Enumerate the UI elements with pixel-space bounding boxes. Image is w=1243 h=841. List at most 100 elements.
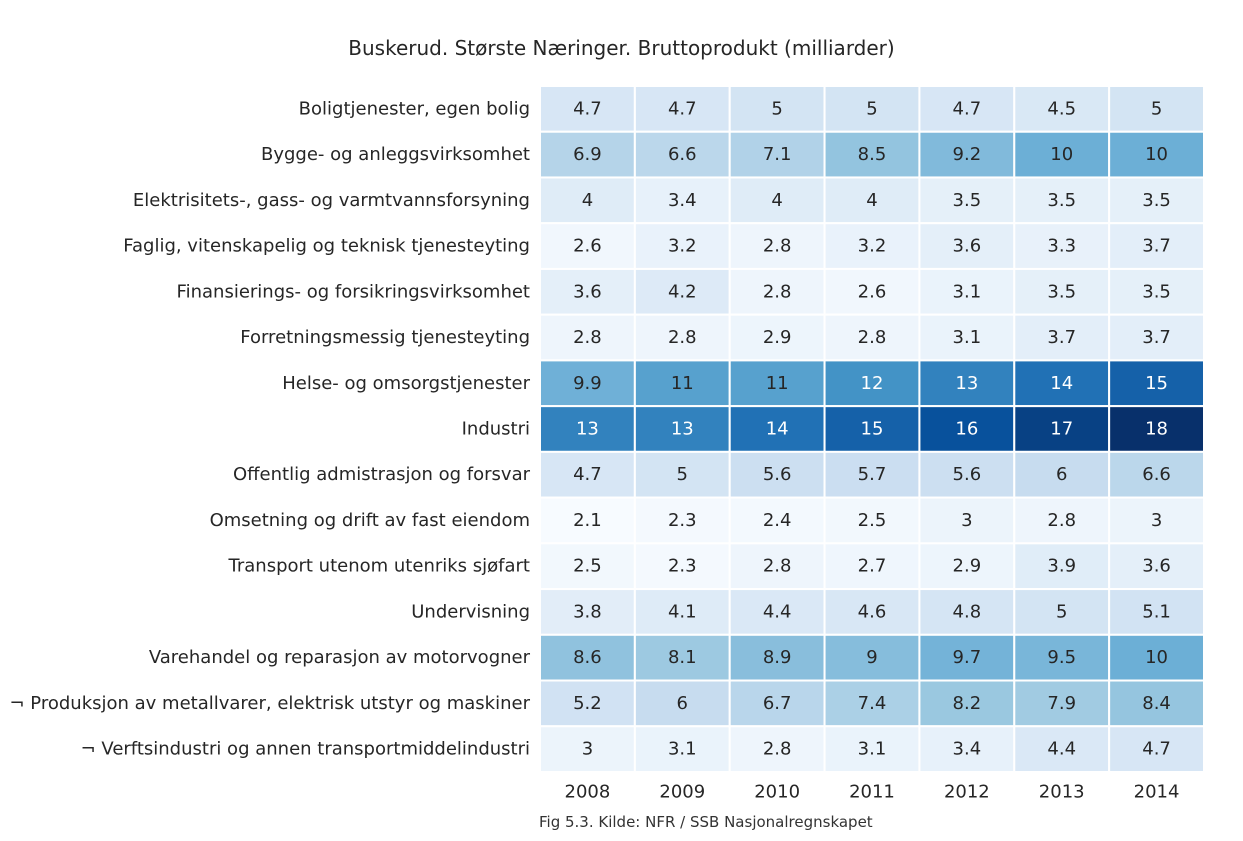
heatmap-cell [1013, 313, 1111, 362]
heatmap-cell [539, 496, 636, 545]
heatmap-cell [1108, 359, 1205, 408]
row-label: Bygge- og anleggsvirksomhet [261, 144, 530, 165]
cell-value-label: 4 [771, 190, 782, 211]
cell-value-label: 10 [1050, 144, 1073, 165]
heatmap-cell [728, 176, 826, 225]
heatmap-cell [1108, 496, 1205, 545]
heatmap-cell [539, 633, 636, 682]
row-label: Omsetning og drift av fast eiendom [210, 510, 530, 531]
heatmap-cell [633, 176, 731, 225]
heatmap-cell [823, 313, 921, 362]
row-label: Transport utenom utenriks sjøfart [228, 556, 531, 577]
heatmap-cell [633, 85, 731, 133]
cell-value-label: 5 [1056, 601, 1067, 622]
cell-value-label: 9.2 [953, 144, 982, 165]
cell-value-label: 2.6 [573, 236, 602, 257]
heatmap-cell [1013, 725, 1111, 773]
cell-value-label: 6.7 [763, 693, 792, 714]
heatmap-cell [539, 725, 636, 773]
cell-value-label: 9.5 [1047, 647, 1076, 668]
heatmap-cell [1108, 222, 1205, 270]
cell-value-label: 14 [1050, 373, 1073, 394]
row-label: Boligtjenester, egen bolig [299, 98, 530, 119]
heatmap-cell [1013, 405, 1111, 453]
row-label: Industri [462, 418, 530, 439]
cell-value-label: 5 [771, 98, 782, 119]
heatmap-cell [1013, 542, 1111, 591]
cell-value-label: 5.7 [858, 464, 887, 485]
cell-value-label: 3.1 [953, 327, 982, 348]
heatmap-cell [823, 176, 921, 225]
cell-value-label: 2.9 [763, 327, 792, 348]
heatmap-cell [633, 405, 731, 453]
heatmap-cell [918, 130, 1016, 179]
chart-title: Buskerud. Største Næringer. Bruttoproduk… [348, 36, 895, 60]
cell-value-label: 3.5 [1047, 281, 1076, 302]
heatmap-cell [918, 222, 1016, 270]
heatmap-cell [1108, 313, 1205, 362]
cell-value-label: 4.7 [668, 98, 697, 119]
heatmap-cell [823, 222, 921, 270]
x-tick-label: 2009 [659, 781, 705, 802]
cell-value-label: 18 [1145, 418, 1168, 439]
cell-value-label: 3.5 [953, 190, 982, 211]
heatmap-cell [539, 588, 636, 636]
cell-value-label: 3.2 [668, 236, 697, 257]
cell-value-label: 3.6 [573, 281, 602, 302]
y-axis-tick-labels: Boligtjenester, egen bolig Bygge- og anle… [10, 98, 531, 759]
heatmap-cell [633, 450, 731, 499]
cell-value-label: 17 [1050, 418, 1073, 439]
heatmap-cell [918, 496, 1016, 545]
cell-value-label: 4.7 [573, 464, 602, 485]
row-label: Finansierings- og forsikringsvirksomhet [177, 281, 530, 302]
heatmap-cell [633, 588, 731, 636]
heatmap-cell [728, 359, 826, 408]
heatmap-cell [918, 725, 1016, 773]
cell-value-label: 5.6 [953, 464, 982, 485]
heatmap-cell [728, 130, 826, 179]
cell-value-label: 9.9 [573, 373, 602, 394]
heatmap-cell [633, 359, 731, 408]
cell-value-label: 5.2 [573, 693, 602, 714]
heatmap-cell [633, 542, 731, 591]
cell-value-label: 15 [861, 418, 884, 439]
heatmap-cell [539, 679, 636, 728]
cell-value-label: 2.7 [858, 556, 887, 577]
cell-value-label: 2.6 [858, 281, 887, 302]
cell-value-label: 2.5 [573, 556, 602, 577]
cell-value-label: 5 [1151, 98, 1162, 119]
cell-value-label: 2.8 [573, 327, 602, 348]
cell-value-label: 4 [582, 190, 593, 211]
cell-value-label: 4.7 [953, 98, 982, 119]
heatmap-cell [918, 176, 1016, 225]
cell-value-label: 3.8 [573, 601, 602, 622]
heatmap-cell [918, 405, 1016, 453]
cell-value-label: 8.6 [573, 647, 602, 668]
heatmap-cell [1108, 450, 1205, 499]
cell-value-label: 2.9 [953, 556, 982, 577]
heatmap-cell [633, 679, 731, 728]
heatmap-cell [1108, 679, 1205, 728]
heatmap-cell [918, 679, 1016, 728]
heatmap-cell [539, 359, 636, 408]
cell-value-label: 3.4 [953, 739, 982, 760]
cell-value-label: 3.4 [668, 190, 697, 211]
cell-value-label: 3 [1151, 510, 1162, 531]
row-label: ¬ Produksjon av metallvarer, elektrisk u… [10, 693, 531, 714]
cell-value-label: 3.6 [953, 236, 982, 257]
cell-value-label: 3.5 [1047, 190, 1076, 211]
cell-value-label: 8.1 [668, 647, 697, 668]
heatmap-cell [823, 588, 921, 636]
cell-value-label: 4.1 [668, 601, 697, 622]
heatmap-cell [728, 222, 826, 270]
heatmap-cell [728, 542, 826, 591]
cell-value-label: 13 [576, 418, 599, 439]
heatmap-cell [633, 496, 731, 545]
heatmap-cell [728, 633, 826, 682]
cell-value-label: 3.1 [953, 281, 982, 302]
cell-value-label: 2.8 [858, 327, 887, 348]
cell-value-label: 4.5 [1047, 98, 1076, 119]
cell-value-label: 11 [671, 373, 694, 394]
cell-value-label: 2.8 [763, 281, 792, 302]
